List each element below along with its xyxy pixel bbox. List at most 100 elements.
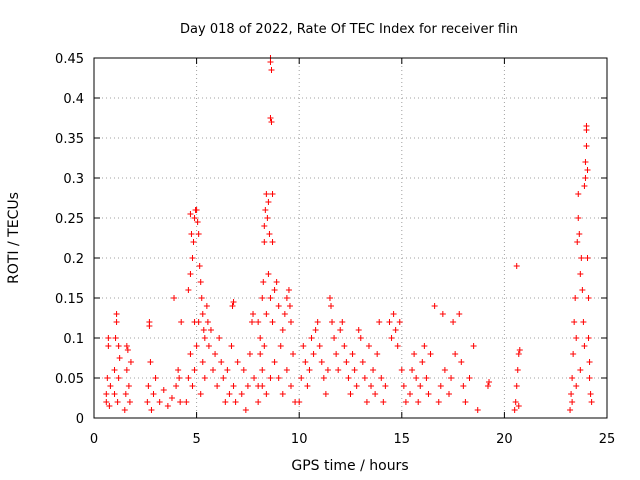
data-point	[277, 343, 284, 349]
data-point	[265, 271, 272, 277]
data-point	[349, 351, 356, 357]
data-point	[353, 383, 360, 389]
data-point	[456, 311, 463, 317]
data-point	[257, 335, 264, 341]
data-point	[189, 255, 196, 261]
data-point	[189, 383, 196, 389]
y-tick-label: 0.15	[55, 292, 84, 307]
data-point	[298, 375, 305, 381]
data-point	[187, 271, 194, 277]
data-point	[286, 303, 293, 309]
data-point	[431, 303, 438, 309]
grid-lines	[94, 58, 607, 418]
data-point	[513, 263, 520, 269]
data-point	[224, 367, 231, 373]
data-point	[168, 395, 175, 401]
data-point	[372, 391, 379, 397]
data-point	[588, 399, 595, 405]
data-point	[281, 311, 288, 317]
data-point	[194, 219, 201, 225]
data-point	[324, 367, 331, 373]
y-tick-label: 0.45	[55, 52, 84, 67]
data-point	[570, 351, 577, 357]
data-point	[240, 367, 247, 373]
data-point	[283, 295, 290, 301]
y-tick-label: 0.35	[55, 132, 84, 147]
data-point	[160, 387, 167, 393]
x-tick-label: 10	[291, 432, 308, 447]
x-tick-label: 5	[192, 432, 200, 447]
data-point	[220, 375, 227, 381]
data-point	[343, 359, 350, 365]
data-point	[333, 351, 340, 357]
data-point	[575, 215, 582, 221]
data-point	[573, 335, 580, 341]
data-point	[474, 407, 481, 413]
data-point	[200, 327, 207, 333]
data-point	[264, 215, 271, 221]
data-point	[164, 403, 171, 409]
data-point	[214, 383, 221, 389]
data-point	[212, 351, 219, 357]
data-point	[263, 311, 270, 317]
data-point	[269, 239, 276, 245]
data-point	[171, 295, 178, 301]
data-point	[268, 119, 275, 125]
data-point	[261, 223, 268, 229]
data-point	[201, 335, 208, 341]
data-point	[269, 319, 276, 325]
data-point	[204, 319, 211, 325]
data-point	[407, 391, 414, 397]
data-point	[572, 295, 579, 301]
data-point	[255, 399, 262, 405]
data-point	[263, 391, 270, 397]
data-point	[390, 311, 397, 317]
data-point	[569, 399, 576, 405]
data-point	[376, 319, 383, 325]
data-point	[279, 391, 286, 397]
data-point	[107, 383, 114, 389]
data-point	[266, 231, 273, 237]
data-point	[345, 375, 352, 381]
data-point	[113, 319, 120, 325]
data-point	[580, 319, 587, 325]
data-point	[259, 367, 266, 373]
data-point	[267, 115, 274, 121]
data-point	[513, 383, 520, 389]
data-point	[435, 399, 442, 405]
data-point	[583, 143, 590, 149]
data-point	[198, 295, 205, 301]
data-point	[183, 399, 190, 405]
data-point	[382, 383, 389, 389]
data-point	[576, 231, 583, 237]
x-tick-label: 0	[90, 432, 98, 447]
y-tick-label: 0.2	[63, 252, 84, 267]
data-point	[439, 311, 446, 317]
data-point	[267, 375, 274, 381]
data-point	[450, 319, 457, 325]
data-point	[148, 407, 155, 413]
data-point	[121, 407, 128, 413]
data-point	[115, 343, 122, 349]
data-point	[568, 391, 575, 397]
data-point	[257, 351, 264, 357]
data-point	[259, 383, 266, 389]
data-point	[185, 287, 192, 293]
data-point	[230, 299, 237, 305]
data-point	[579, 287, 586, 293]
data-point	[392, 327, 399, 333]
data-point	[207, 327, 214, 333]
data-point	[316, 343, 323, 349]
data-point	[249, 319, 256, 325]
data-point	[514, 367, 521, 373]
data-point	[268, 67, 275, 73]
data-point	[124, 347, 131, 353]
data-point	[394, 343, 401, 349]
data-point	[452, 351, 459, 357]
y-tick-label: 0.1	[63, 332, 84, 347]
data-point	[125, 383, 132, 389]
data-point	[374, 351, 381, 357]
data-point	[105, 335, 112, 341]
data-point	[152, 375, 159, 381]
data-point	[185, 375, 192, 381]
